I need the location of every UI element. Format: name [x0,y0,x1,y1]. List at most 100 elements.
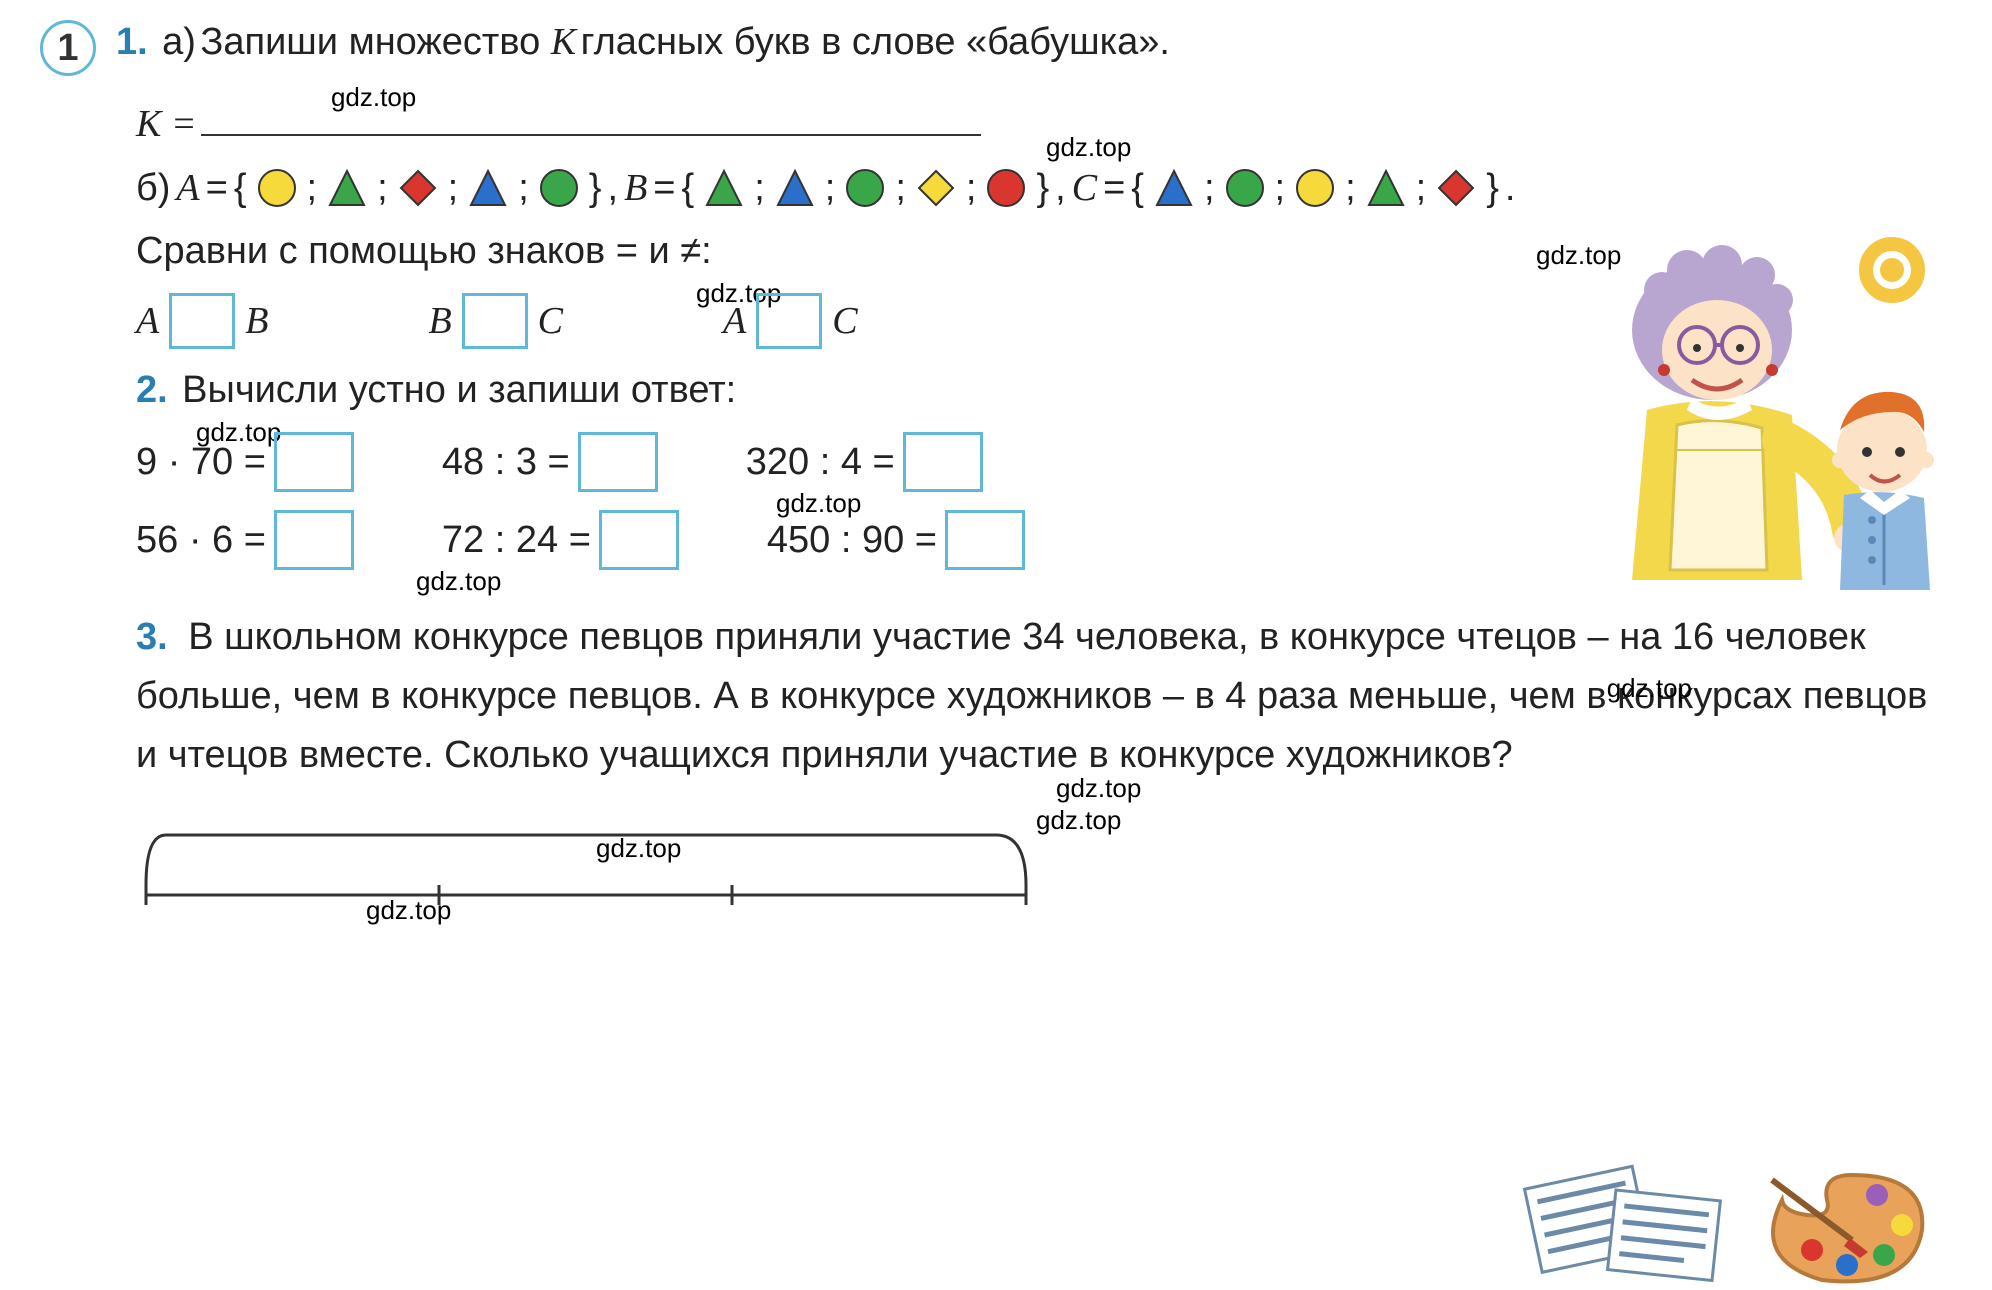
period: . [1505,167,1516,210]
separator: ; [966,167,977,210]
comparison-item: AC [723,293,858,349]
task1a-var: K [551,21,576,63]
cmp-right: C [832,299,857,343]
calc-expression: 72 : 24 = [442,510,687,570]
numline-svg [136,815,1036,915]
triangle-shape [775,168,815,208]
watermark: gdz.top [776,488,861,519]
papers-palette-illustration [1512,1140,1932,1290]
separator: ; [448,167,459,210]
comma: , [608,167,619,210]
problem-number: 1 [57,27,78,70]
right-brace: } [1036,167,1049,210]
comparison-answer-box[interactable] [169,293,235,349]
calc-expression: 450 : 90 = [767,510,1033,570]
circle-shape [257,168,297,208]
task2-text: Вычисли устно и запиши ответ: [182,369,736,411]
left-brace: { [681,167,694,210]
k-equals: K = [136,103,197,145]
task1a-label: а) [162,21,196,63]
grandma-boy-illustration [1592,220,1952,580]
watermark: gdz.top [1036,805,1121,836]
triangle-shape [327,168,367,208]
subtask-3-number: 3. [136,616,168,658]
set-A-var: A [176,166,199,210]
task1b-label: б) [136,167,170,210]
watermark: gdz.top [416,566,501,597]
number-line-diagram: gdz.top gdz.top [136,815,1952,915]
equals-sign: = [1103,167,1125,210]
task1a-text-1: Запиши множество [200,21,550,63]
left-brace: { [234,167,247,210]
calc-expression: 48 : 3 = [442,432,666,492]
triangle-shape [1154,168,1194,208]
triangle-shape [704,168,744,208]
watermark: gdz.top [1607,668,1692,708]
separator: ; [1204,167,1215,210]
calc-text: 48 : 3 = [442,441,570,484]
watermark: gdz.top [1046,132,1131,163]
task1a-text-2: гласных букв в слове «бабушка». [581,21,1170,63]
equals-sign: = [653,167,675,210]
calc-text: 9 · 70 = [136,441,266,484]
watermark: gdz.top [1056,768,1141,808]
sets-definition-row: б) A = {; ; ; ; }, B = {; ; ; ; }, C = {… [136,166,1952,210]
calc-answer-box[interactable] [274,510,354,570]
separator: ; [754,167,765,210]
cmp-right: C [538,299,563,343]
separator: ; [377,167,388,210]
cmp-left: B [428,299,451,343]
calc-expression: 320 : 4 = [746,432,991,492]
calc-text: 450 : 90 = [767,519,937,562]
circle-shape [986,168,1026,208]
cmp-left: A [723,299,746,343]
separator: ; [1275,167,1286,210]
calc-expression: 9 · 70 = [136,432,362,492]
circle-shape [845,168,885,208]
equals-sign: = [206,167,228,210]
cmp-left: A [136,299,159,343]
triangle-shape [468,168,508,208]
comparison-item: BC [428,293,563,349]
left-brace: { [1131,167,1144,210]
separator: ; [825,167,836,210]
diamond-shape [1436,168,1476,208]
cmp-right: B [245,299,268,343]
set-B-var: B [624,166,647,210]
problem-number-circle: 1 [40,20,96,76]
task3-paragraph: 3. В школьном конкурсе певцов приняли уч… [136,608,1952,785]
separator: ; [1345,167,1356,210]
calc-text: 56 · 6 = [136,519,266,562]
separator: ; [518,167,529,210]
calc-answer-box[interactable] [903,432,983,492]
calc-text: 320 : 4 = [746,441,895,484]
comparison-answer-box[interactable] [462,293,528,349]
circle-shape [1225,168,1265,208]
diamond-shape [398,168,438,208]
subtask-2-number: 2. [136,369,168,411]
separator: ; [895,167,906,210]
compare-instruction: Сравни с помощью знаков = и ≠: [136,230,712,272]
comma: , [1055,167,1066,210]
circle-shape [1295,168,1335,208]
k-answer-line[interactable]: gdz.top [201,96,981,136]
calc-text: 72 : 24 = [442,519,591,562]
comparison-item: AB [136,293,268,349]
right-brace: } [589,167,602,210]
separator: ; [307,167,318,210]
comparison-answer-box[interactable] [756,293,822,349]
calc-expression: 56 · 6 = [136,510,362,570]
calc-answer-box[interactable] [599,510,679,570]
separator: ; [1416,167,1427,210]
calc-answer-box[interactable] [945,510,1025,570]
watermark: gdz.top [331,82,416,113]
set-C-var: C [1072,166,1097,210]
circle-shape [539,168,579,208]
calc-answer-box[interactable] [578,432,658,492]
watermark: gdz.top [366,895,451,926]
triangle-shape [1366,168,1406,208]
calc-answer-box[interactable] [274,432,354,492]
diamond-shape [916,168,956,208]
right-brace: } [1486,167,1499,210]
subtask-1-number: 1. [116,21,148,63]
